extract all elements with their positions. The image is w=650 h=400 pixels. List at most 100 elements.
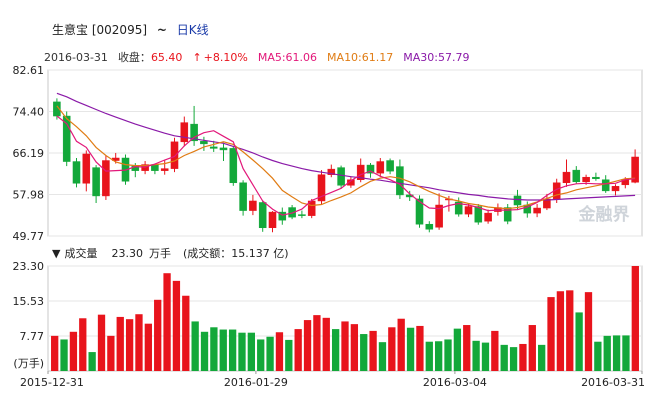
x-tick-label: 2016-03-04 [423, 376, 487, 389]
volume-bar [69, 331, 78, 371]
volume-bar [538, 344, 546, 371]
title-separator: ~ [156, 23, 167, 37]
volume-unit: 万手 [148, 247, 171, 260]
candle-up [582, 176, 590, 183]
volume-y-tick-label: 15.53 [13, 295, 45, 308]
volume-bar [369, 330, 377, 371]
candle-up [170, 141, 179, 169]
volume-bar [444, 339, 452, 371]
volume-bar [397, 318, 405, 371]
volume-bar [631, 266, 639, 371]
volume-bar [60, 339, 68, 371]
candle-up [347, 179, 355, 186]
volume-bar [509, 347, 518, 371]
kline-y-tick-label: 57.98 [13, 189, 45, 202]
candle-down [298, 214, 306, 216]
candle-down [258, 202, 267, 229]
collapse-triangle-icon[interactable]: ▼ [52, 247, 61, 260]
volume-bar [125, 319, 134, 371]
volume-bar [331, 329, 340, 371]
volume-bar [200, 331, 209, 371]
candle-down [425, 223, 434, 230]
candle-down [503, 207, 512, 222]
candle-down [601, 179, 610, 192]
close-label: 收盘： [117, 51, 151, 64]
volume-y-tick-label: 7.77 [20, 330, 45, 343]
volume-bar [378, 342, 387, 371]
volume-unit-label: (万手) [13, 356, 44, 370]
candle-up [435, 204, 443, 228]
volume-bar [97, 314, 106, 371]
volume-bar [294, 329, 302, 371]
volume-bar [612, 335, 621, 371]
ma10-line [56, 105, 636, 210]
volume-bar [210, 327, 218, 371]
candle-down [278, 211, 287, 221]
volume-bar [416, 325, 424, 371]
candle-down [190, 123, 198, 142]
volume-bar [519, 343, 527, 371]
volume-bar [107, 335, 115, 371]
volume-value: 23.30 [111, 247, 143, 260]
period-label: 日K线 [176, 23, 209, 37]
volume-bar [182, 295, 190, 371]
x-tick-label: 2015-12-31 [20, 376, 84, 389]
candle-down [209, 146, 218, 149]
volume-bar [341, 321, 349, 371]
candle-down [474, 206, 483, 223]
x-tick-label: 2016-01-29 [224, 376, 288, 389]
volume-bar [350, 324, 359, 371]
volume-bar [135, 314, 143, 371]
volume-bar [313, 315, 321, 371]
candle-up [327, 168, 336, 175]
chart-title: 生意宝 [002095] ~ 日K线 [52, 21, 209, 38]
candle-up [317, 174, 326, 202]
volume-bar [116, 316, 124, 371]
volume-bar [144, 323, 152, 371]
volume-bar [228, 329, 237, 371]
candle-up [533, 207, 541, 214]
ma30-line [56, 92, 636, 201]
volume-bar [154, 299, 162, 371]
volume-bar [172, 280, 181, 371]
candle-up [464, 206, 473, 215]
volume-bar [556, 291, 565, 371]
candle-down [200, 141, 208, 145]
candle-up [249, 200, 257, 211]
stock-code: [002095] [91, 23, 148, 37]
watermark-logo: 金融界 [578, 204, 630, 225]
volume-bar [219, 329, 227, 371]
kline-y-tick-label: 49.77 [13, 230, 45, 243]
candle-down [288, 207, 296, 218]
candle-up [160, 168, 169, 171]
kline-y-tick-label: 66.19 [13, 147, 45, 160]
candle-up [82, 153, 91, 184]
volume-bar [247, 332, 256, 371]
price-info-bar: 2016-03-31 收盘：65.40 ↑ +8.10% MA5:61.06 MA10:6… [44, 49, 479, 65]
volume-bar [472, 340, 480, 371]
candle-down [337, 167, 345, 186]
candle-down [572, 169, 581, 183]
candle-down [72, 161, 81, 184]
volume-bar [603, 335, 611, 371]
volume-bar [547, 297, 555, 371]
close-value: 65.40 [150, 51, 183, 64]
candle-down [592, 176, 600, 179]
kline-y-tick-label: 74.40 [13, 106, 45, 119]
x-tick-label: 2016-03-31 [581, 376, 645, 389]
volume-bar [79, 318, 87, 371]
candle-up [102, 160, 110, 197]
candle-up [180, 122, 189, 143]
volume-bar [360, 334, 368, 371]
candle-up [611, 186, 620, 192]
candle-down [239, 182, 247, 211]
volume-bar [257, 339, 265, 371]
volume-bar [191, 321, 199, 371]
stock-name: 生意宝 [52, 23, 89, 37]
volume-bar [406, 327, 415, 371]
candle-up [268, 211, 277, 229]
candle-down [62, 115, 71, 162]
volume-bar [434, 341, 443, 371]
volume-bar [51, 335, 59, 371]
